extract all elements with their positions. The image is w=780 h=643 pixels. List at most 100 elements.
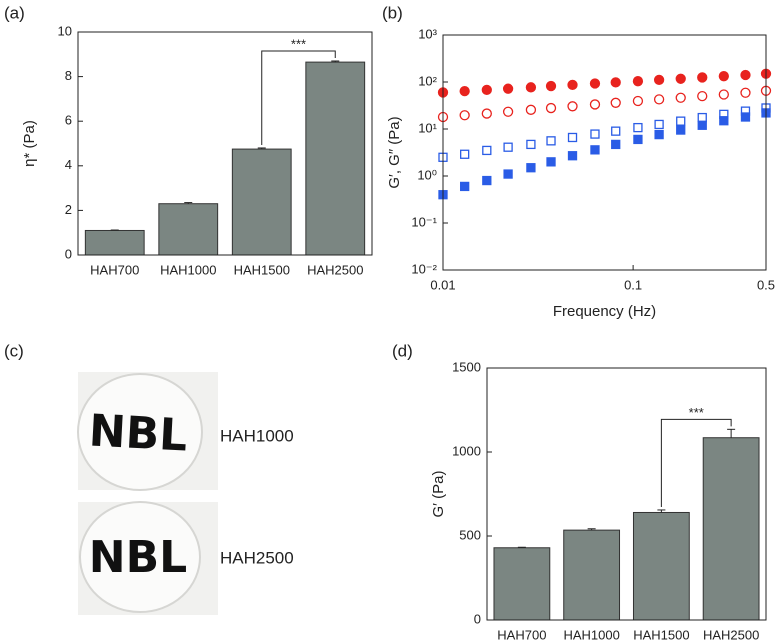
point [675,73,686,84]
x-tick-label: HAH2500 [703,627,759,642]
x-tick-label: HAH1500 [234,262,290,277]
point [697,72,708,83]
point [482,175,492,186]
bar [305,61,366,256]
point [481,84,492,96]
point [740,112,751,122]
point [525,82,537,93]
x-tick-label: HAH2500 [307,262,363,277]
point [611,139,621,150]
y-axis-title: η* (Pa) [21,120,38,167]
point [633,134,643,145]
point [525,104,537,115]
plot-frame [442,34,767,271]
point [719,116,729,126]
point [590,129,600,139]
x-tick-label: HAH700 [497,627,546,642]
point [740,69,751,81]
bar [702,437,760,621]
y-tick-label: 6 [65,113,72,128]
point [632,76,644,87]
y-tick-label: 500 [459,527,481,542]
point [676,125,686,135]
bar [493,547,551,621]
point [697,90,708,102]
point [633,122,643,133]
point [611,126,621,136]
point [718,71,729,82]
point [567,79,578,90]
panel-label: (c) [4,341,24,360]
point [676,116,686,126]
point [590,145,600,155]
point [459,110,470,121]
y-tick-label: 10³ [418,26,437,41]
point [654,119,664,130]
gel-disc [79,501,201,613]
point [632,95,644,107]
significance-bracket [261,50,336,145]
x-tick-label: 0.5 [757,277,775,292]
y-tick-label: 10¹ [418,120,437,135]
point [503,142,513,152]
panel-label: (d) [392,341,413,360]
point [545,102,557,114]
point [502,83,514,94]
x-tick-label: 0.1 [624,277,642,292]
point [589,99,601,110]
x-tick-label: HAH1000 [160,262,216,277]
bar [158,203,219,256]
panel-label: (a) [4,3,25,22]
bar [231,148,292,256]
point [740,87,751,98]
plot-frame [77,31,373,256]
y-tick-label: 10⁻¹ [411,214,437,229]
bar [632,511,690,621]
point [675,92,686,103]
point [546,157,556,167]
gel-disc [77,373,203,491]
significance-label: *** [291,36,306,51]
panel-label: (b) [382,3,403,22]
y-tick-label: 0 [474,611,481,626]
bar [84,229,145,256]
plot-frame [486,367,767,621]
point [589,78,601,89]
y-tick-label: 0 [65,246,72,261]
y-tick-label: 10⁻² [411,261,437,276]
y-tick-label: 4 [65,157,72,172]
point [481,108,492,119]
point [567,132,578,143]
y-tick-label: 1500 [452,359,481,374]
point [502,106,514,117]
point [526,139,536,150]
photo-text: NBL [89,532,187,583]
point [567,151,578,161]
point [526,163,536,173]
y-tick-label: 2 [65,202,72,217]
point [653,74,665,86]
point [545,80,557,92]
point [459,85,470,97]
point [697,120,707,130]
x-tick-label: HAH1500 [633,627,689,642]
x-tick-label: 0.01 [430,277,455,292]
point [697,112,707,123]
bar [563,529,621,621]
y-tick-label: 10² [418,73,437,88]
point [610,97,621,108]
point [653,94,665,105]
point [567,101,578,112]
point [654,129,664,140]
y-tick-label: 8 [65,68,72,83]
point [460,181,470,192]
y-axis-title: G′ (Pa) [430,471,447,518]
x-axis-title: Frequency (Hz) [553,303,656,320]
sample-label: HAH1000 [220,426,294,445]
y-tick-label: 10 [58,23,72,38]
x-tick-label: HAH1000 [563,627,619,642]
y-tick-label: 1000 [452,443,481,458]
point [503,169,513,179]
photo-text: NBL [88,405,189,461]
